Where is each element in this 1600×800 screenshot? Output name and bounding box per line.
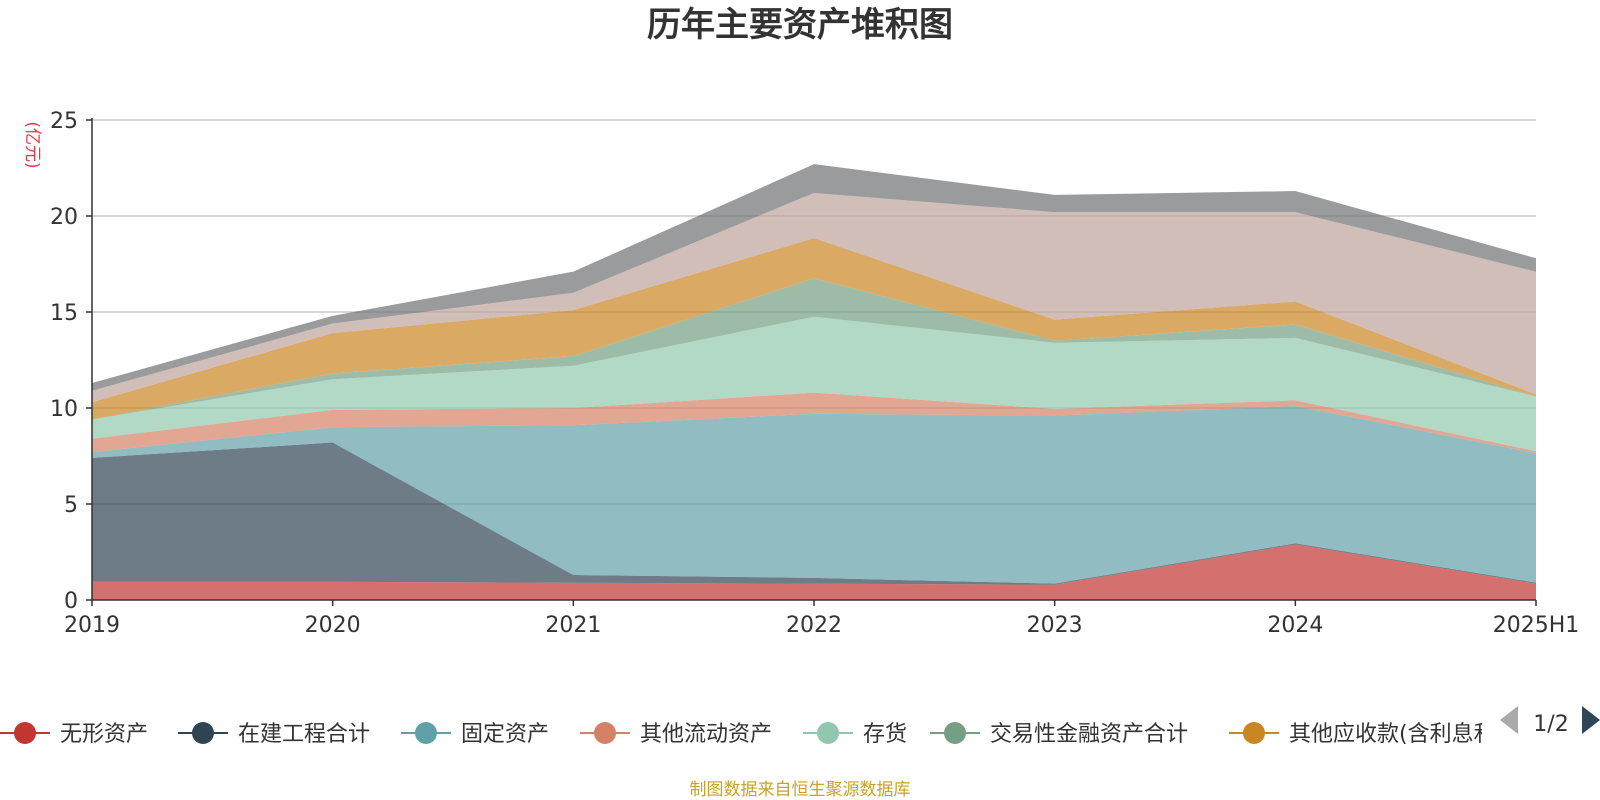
data-source-footer: 制图数据来自恒生聚源数据库 <box>690 780 911 800</box>
x-tick-label: 2022 <box>786 613 842 638</box>
legend-marker-icon <box>817 722 839 744</box>
y-tick-label: 10 <box>50 397 78 422</box>
area-series-0 <box>92 544 1536 600</box>
y-tick-label: 15 <box>50 301 78 326</box>
legend-item-label: 无形资产 <box>60 722 148 747</box>
legend-item-3[interactable]: 其他流动资产 <box>580 722 772 747</box>
legend-page-indicator: 1/2 <box>1533 712 1568 737</box>
x-tick-label: 2023 <box>1027 613 1083 638</box>
legend-pager: 1/2 <box>1500 706 1600 737</box>
legend-item-0[interactable]: 无形资产 <box>0 722 148 747</box>
legend-prev-arrow-icon[interactable] <box>1500 706 1518 734</box>
area-series-6 <box>92 238 1536 420</box>
legend-item-2[interactable]: 固定资产 <box>401 722 549 747</box>
area-series-2 <box>92 406 1536 584</box>
legend-marker-icon <box>944 722 966 744</box>
area-series-group <box>92 164 1536 600</box>
y-tick-label: 25 <box>50 109 78 134</box>
x-tick-label: 2020 <box>305 613 361 638</box>
x-tick-label: 2025H1 <box>1493 613 1580 638</box>
legend-marker-icon <box>1243 722 1265 744</box>
legend-item-label: 其他流动资产 <box>640 722 772 747</box>
legend-item-label: 交易性金融资产合计 <box>990 722 1188 747</box>
x-tick-label: 2024 <box>1267 613 1323 638</box>
legend-item-label: 存货 <box>863 722 907 747</box>
area-series-7 <box>92 192 1536 403</box>
legend-marker-icon <box>415 722 437 744</box>
y-tick-label: 5 <box>64 493 78 518</box>
area-series-5 <box>92 278 1536 420</box>
y-tick-label: 0 <box>64 589 78 614</box>
legend: 无形资产 在建工程合计 固定资产 其他流动资产 存货 交易性金融资产合计 其他应收款(含利息… <box>0 722 1548 747</box>
legend-item-5[interactable]: 交易性金融资产合计 <box>930 722 1188 747</box>
legend-item-4[interactable]: 存货 <box>803 722 907 747</box>
area-series-3 <box>92 392 1536 454</box>
axes: 0 5 10 15 20 25 2019 2020 2021 2022 2023 2024 2025H1 <box>50 109 1579 638</box>
legend-marker-icon <box>14 722 36 744</box>
legend-marker-icon <box>192 722 214 744</box>
area-series-1 <box>92 442 1536 585</box>
legend-item-6[interactable]: 其他应收款(含利息和股利) <box>1229 722 1548 747</box>
x-tick-label: 2019 <box>64 613 120 638</box>
legend-item-1[interactable]: 在建工程合计 <box>178 722 370 747</box>
chart-title: 历年主要资产堆积图 <box>647 5 953 45</box>
area-series-4 <box>92 316 1536 452</box>
legend-marker-icon <box>594 722 616 744</box>
legend-item-label: 固定资产 <box>461 722 549 747</box>
legend-next-arrow-icon[interactable] <box>1582 706 1600 734</box>
y-tick-label: 20 <box>50 205 78 230</box>
legend-item-label: 其他应收款(含利息和股利) <box>1289 722 1548 747</box>
x-tick-label: 2021 <box>545 613 601 638</box>
unit-label: (亿元) <box>22 121 42 168</box>
legend-item-label: 在建工程合计 <box>238 722 370 747</box>
